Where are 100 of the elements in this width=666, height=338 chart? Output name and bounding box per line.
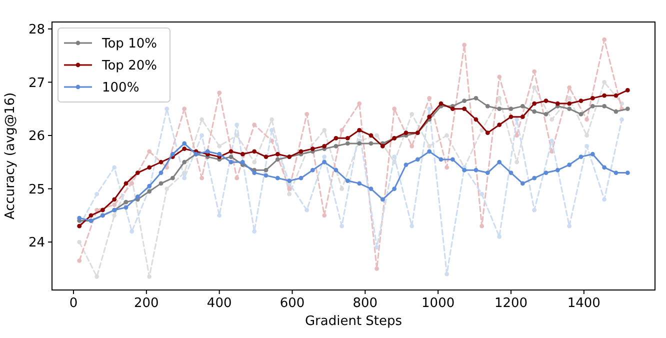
point <box>147 165 152 170</box>
point <box>147 149 152 154</box>
point <box>264 173 268 178</box>
point <box>264 168 268 172</box>
point <box>147 274 152 279</box>
point <box>532 109 537 114</box>
point <box>345 136 350 140</box>
point <box>625 88 630 92</box>
point <box>334 168 338 172</box>
point <box>485 130 490 136</box>
point <box>427 106 432 112</box>
point <box>555 101 560 106</box>
point <box>427 96 432 100</box>
legend-label: Top 10% <box>101 36 157 52</box>
point <box>392 106 397 112</box>
point <box>532 176 537 180</box>
point <box>485 104 490 108</box>
point <box>578 112 584 116</box>
point <box>228 160 234 164</box>
point <box>380 144 385 148</box>
point <box>380 197 385 202</box>
x-tick-label: 600 <box>280 296 305 311</box>
point <box>112 165 117 170</box>
point <box>124 200 128 204</box>
point <box>602 93 607 98</box>
point <box>340 186 344 191</box>
point <box>322 160 327 164</box>
point <box>334 144 338 148</box>
point <box>578 154 584 159</box>
point <box>567 162 572 167</box>
point <box>368 141 374 146</box>
point <box>252 229 257 234</box>
point <box>590 96 595 100</box>
point <box>584 117 590 122</box>
point <box>567 224 572 228</box>
point <box>135 170 140 175</box>
point <box>158 160 164 164</box>
point <box>450 106 455 112</box>
point <box>228 154 234 159</box>
point <box>264 154 268 159</box>
point <box>182 160 187 164</box>
point <box>602 165 607 170</box>
point <box>345 141 350 146</box>
point <box>182 106 187 112</box>
point <box>334 136 338 140</box>
point <box>514 160 520 164</box>
point <box>100 208 105 212</box>
point <box>200 117 204 122</box>
point <box>514 117 520 122</box>
point <box>322 144 327 148</box>
point <box>368 186 374 191</box>
point <box>275 157 280 162</box>
point <box>508 170 514 175</box>
point <box>252 160 257 164</box>
point <box>135 194 140 199</box>
point <box>444 165 450 170</box>
point <box>625 170 630 175</box>
y-tick-label: 27 <box>28 76 45 91</box>
point <box>532 101 537 106</box>
point <box>147 189 152 194</box>
y-tick-label: 28 <box>28 22 45 38</box>
y-tick-label: 26 <box>28 129 45 144</box>
point <box>497 234 502 239</box>
point <box>462 168 467 172</box>
point <box>158 181 164 186</box>
point <box>182 141 187 146</box>
point <box>567 101 572 106</box>
point <box>474 168 478 172</box>
point <box>88 213 94 218</box>
point <box>340 224 344 228</box>
point <box>444 133 450 138</box>
point <box>252 170 257 175</box>
point <box>625 106 630 112</box>
x-tick-label: 800 <box>352 296 378 311</box>
point <box>270 117 274 122</box>
point <box>584 133 590 138</box>
point <box>532 85 537 90</box>
point <box>590 152 595 156</box>
point <box>567 106 572 112</box>
point <box>480 224 484 228</box>
point <box>287 192 292 196</box>
point <box>130 181 134 186</box>
point <box>584 144 590 148</box>
point <box>614 93 618 98</box>
point <box>170 176 175 180</box>
point <box>357 141 362 146</box>
point <box>94 192 100 196</box>
y-axis-title: Accuracy (avg@16) <box>3 92 18 220</box>
point <box>124 181 128 186</box>
point <box>410 144 414 148</box>
point <box>240 152 245 156</box>
point <box>602 80 607 84</box>
point <box>485 170 490 175</box>
point <box>357 181 362 186</box>
point <box>555 168 560 172</box>
point <box>427 149 432 154</box>
point <box>410 224 414 228</box>
point <box>298 149 304 154</box>
point <box>170 152 175 156</box>
x-tick-label: 200 <box>134 296 159 311</box>
